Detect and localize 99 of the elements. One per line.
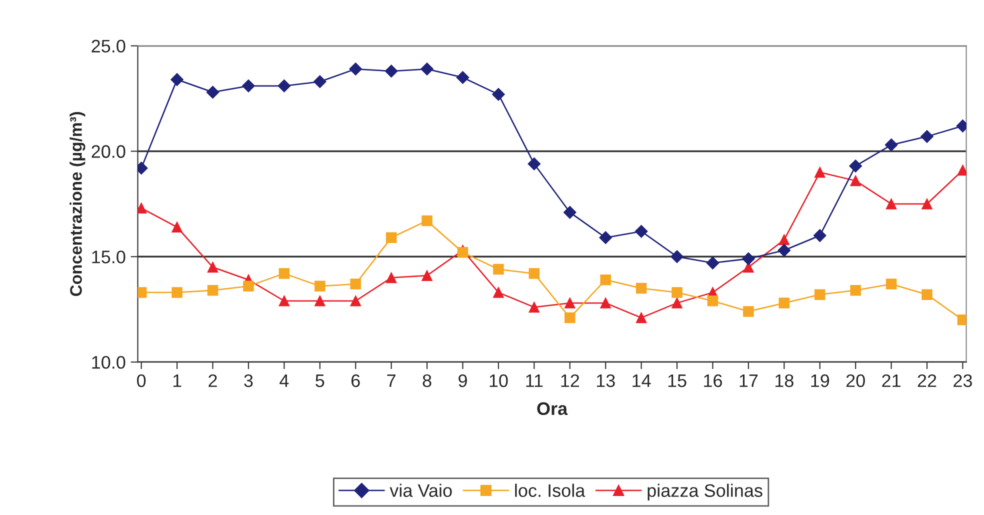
legend-label: loc. Isola xyxy=(515,484,586,497)
point xyxy=(206,86,220,99)
point xyxy=(563,206,576,219)
point xyxy=(672,298,682,308)
x-tick-label: 5 xyxy=(316,374,324,388)
point xyxy=(886,198,897,210)
x-tick-label: 7 xyxy=(387,374,396,387)
point xyxy=(672,287,682,298)
x-tick-label: 9 xyxy=(458,374,467,388)
point xyxy=(492,88,505,101)
point xyxy=(278,296,290,306)
y-tick-label: 20.0 xyxy=(92,145,126,158)
x-tick-label: 0 xyxy=(137,374,146,388)
point xyxy=(207,262,218,273)
point xyxy=(420,62,434,76)
y-tick-label: 25.0 xyxy=(92,40,126,53)
point xyxy=(314,280,326,292)
point xyxy=(600,274,611,286)
point xyxy=(850,284,861,296)
point xyxy=(599,231,612,244)
x-tick-label: 6 xyxy=(352,374,360,388)
x-tick-label: 21 xyxy=(882,374,900,387)
y-axis-title: Concentrazione (µg/m³) xyxy=(70,112,86,296)
point xyxy=(636,282,647,294)
point xyxy=(778,244,791,257)
point xyxy=(172,287,182,298)
point xyxy=(920,130,934,143)
point xyxy=(849,160,862,172)
x-tick-label: 3 xyxy=(244,374,253,388)
point xyxy=(349,62,362,76)
y-tick-label: 15.0 xyxy=(92,250,126,264)
point xyxy=(528,157,541,170)
point xyxy=(707,296,718,306)
point xyxy=(314,296,326,306)
y-tick-label: 10.0 xyxy=(92,356,126,369)
point xyxy=(528,302,540,313)
x-tick-label: 18 xyxy=(775,374,794,388)
point xyxy=(278,79,291,92)
x-tick-label: 12 xyxy=(561,374,580,387)
point xyxy=(600,298,611,308)
point xyxy=(207,284,218,296)
point xyxy=(528,268,540,279)
point xyxy=(457,247,468,258)
x-tick-label: 1 xyxy=(173,374,182,387)
point xyxy=(170,73,184,86)
point xyxy=(278,268,290,279)
point xyxy=(778,298,790,308)
point xyxy=(814,289,826,300)
point xyxy=(422,270,432,281)
point xyxy=(922,289,932,300)
point xyxy=(922,198,932,210)
point xyxy=(350,278,361,290)
x-tick-label: 16 xyxy=(704,374,722,388)
point xyxy=(386,232,397,244)
point xyxy=(670,250,684,264)
point xyxy=(813,229,826,242)
point xyxy=(636,312,647,324)
legend-label: via Vaio xyxy=(390,484,452,497)
point xyxy=(243,280,254,292)
point xyxy=(386,272,397,284)
point xyxy=(778,234,790,246)
x-tick-label: 11 xyxy=(526,374,543,387)
x-tick-label: 22 xyxy=(918,374,936,387)
x-tick-label: 19 xyxy=(811,374,830,388)
x-tick-label: 23 xyxy=(954,374,972,388)
x-tick-label: 13 xyxy=(596,374,615,388)
point xyxy=(957,314,966,326)
point xyxy=(350,296,361,306)
point xyxy=(384,64,398,78)
point xyxy=(743,306,754,317)
point xyxy=(456,71,470,84)
legend-label: piazza Solinas xyxy=(648,484,762,501)
x-tick-label: 2 xyxy=(208,374,217,387)
point xyxy=(957,164,966,176)
point xyxy=(634,224,648,238)
point xyxy=(493,287,504,298)
point xyxy=(172,222,182,233)
x-tick-label: 8 xyxy=(422,374,432,388)
point xyxy=(138,202,147,214)
point xyxy=(138,287,147,298)
point xyxy=(313,75,326,88)
point xyxy=(706,256,720,270)
point xyxy=(422,215,432,226)
x-tick-label: 20 xyxy=(846,374,865,388)
point xyxy=(884,138,898,152)
x-axis-title: Ora xyxy=(537,402,568,416)
point xyxy=(850,175,861,186)
point xyxy=(564,312,576,324)
point xyxy=(814,166,826,178)
x-tick-label: 15 xyxy=(668,374,686,388)
point xyxy=(742,252,755,266)
x-tick-label: 10 xyxy=(490,374,508,388)
point xyxy=(242,79,255,92)
x-tick-label: 4 xyxy=(280,374,289,387)
point xyxy=(493,264,504,275)
point xyxy=(886,278,897,290)
point xyxy=(564,298,576,308)
x-tick-label: 14 xyxy=(632,374,651,387)
x-tick-label: 17 xyxy=(740,374,758,387)
